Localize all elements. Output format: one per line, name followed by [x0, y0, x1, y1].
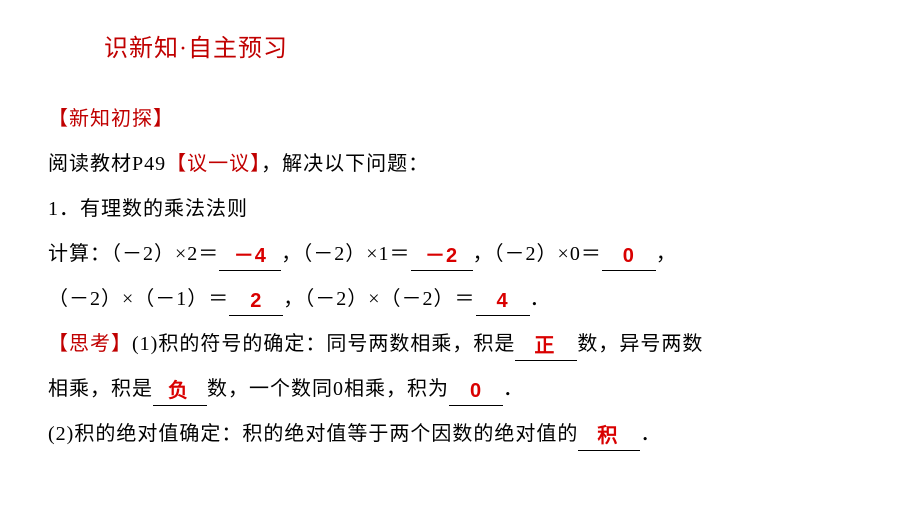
discuss-label: 【议一议】 — [166, 153, 261, 175]
calc1-prefix: 计算：（－2）×2＝ — [48, 243, 219, 265]
read-suffix: ，解决以下问题： — [261, 153, 429, 175]
section-label: 【新知初探】 — [48, 97, 872, 142]
blank-neg: 负 — [153, 380, 207, 406]
blank-prod: 积 — [578, 425, 640, 451]
calc3-suffix: ， — [656, 243, 677, 265]
rule-heading: 1．有理数的乘法法则 — [48, 187, 872, 232]
calc5-suffix: ． — [530, 288, 551, 310]
blank-2: －2 — [411, 245, 473, 271]
q1d: 数，一个数同0相乘，积为 — [207, 378, 449, 400]
calc3-prefix: ，（－2）×0＝ — [473, 243, 602, 265]
blank-pos: 正 — [515, 335, 577, 361]
q1b: 数，异号两数 — [577, 333, 703, 355]
page-root: 识新知·自主预习 【新知初探】 阅读教材P49【议一议】，解决以下问题： 1．有… — [0, 0, 920, 457]
calc2-prefix: ，（－2）×1＝ — [281, 243, 410, 265]
blank-4: 2 — [229, 290, 283, 316]
calc5-prefix: ，（－2）×（－2）＝ — [283, 288, 475, 310]
read-prefix: 阅读教材P49 — [48, 153, 166, 175]
zero: 0 — [470, 380, 482, 402]
calc4-prefix: （－2）×（－1）＝ — [48, 288, 229, 310]
blank-5: 4 — [476, 290, 530, 316]
blank-zero: 0 — [449, 380, 503, 406]
q1a: (1)积的符号的确定：同号两数相乘，积是 — [132, 333, 515, 355]
ans5: 4 — [497, 290, 509, 312]
section1-label: 【新知初探】 — [48, 108, 174, 130]
calc-line-2: （－2）×（－1）＝ 2 ，（－2）×（－2）＝ 4 ． — [48, 277, 872, 322]
q1e: ． — [503, 378, 524, 400]
think-line-3: (2)积的绝对值确定：积的绝对值等于两个因数的绝对值的积 ． — [48, 412, 872, 457]
page-title: 识新知·自主预习 — [104, 28, 872, 63]
ans4: 2 — [250, 290, 262, 312]
ans3: 0 — [623, 245, 635, 267]
blank-3: 0 — [602, 245, 656, 271]
ans1: －4 — [234, 245, 267, 267]
read-line: 阅读教材P49【议一议】，解决以下问题： — [48, 142, 872, 187]
pos: 正 — [534, 335, 558, 357]
prod: 积 — [597, 425, 621, 447]
q2b: ． — [640, 423, 661, 445]
q2a: (2)积的绝对值确定：积的绝对值等于两个因数的绝对值的 — [48, 423, 578, 445]
think-label: 【思考】 — [48, 333, 132, 355]
think-line-2: 相乘，积是负数，一个数同0相乘，积为 0 ． — [48, 367, 872, 412]
q1c: 相乘，积是 — [48, 378, 153, 400]
ans2: －2 — [425, 245, 458, 267]
neg: 负 — [168, 380, 192, 402]
blank-1: －4 — [219, 245, 281, 271]
think-line-1: 【思考】(1)积的符号的确定：同号两数相乘，积是正数，异号两数 — [48, 322, 872, 367]
calc-line-1: 计算：（－2）×2＝ －4 ，（－2）×1＝ －2 ，（－2）×0＝ 0 ， — [48, 232, 872, 277]
